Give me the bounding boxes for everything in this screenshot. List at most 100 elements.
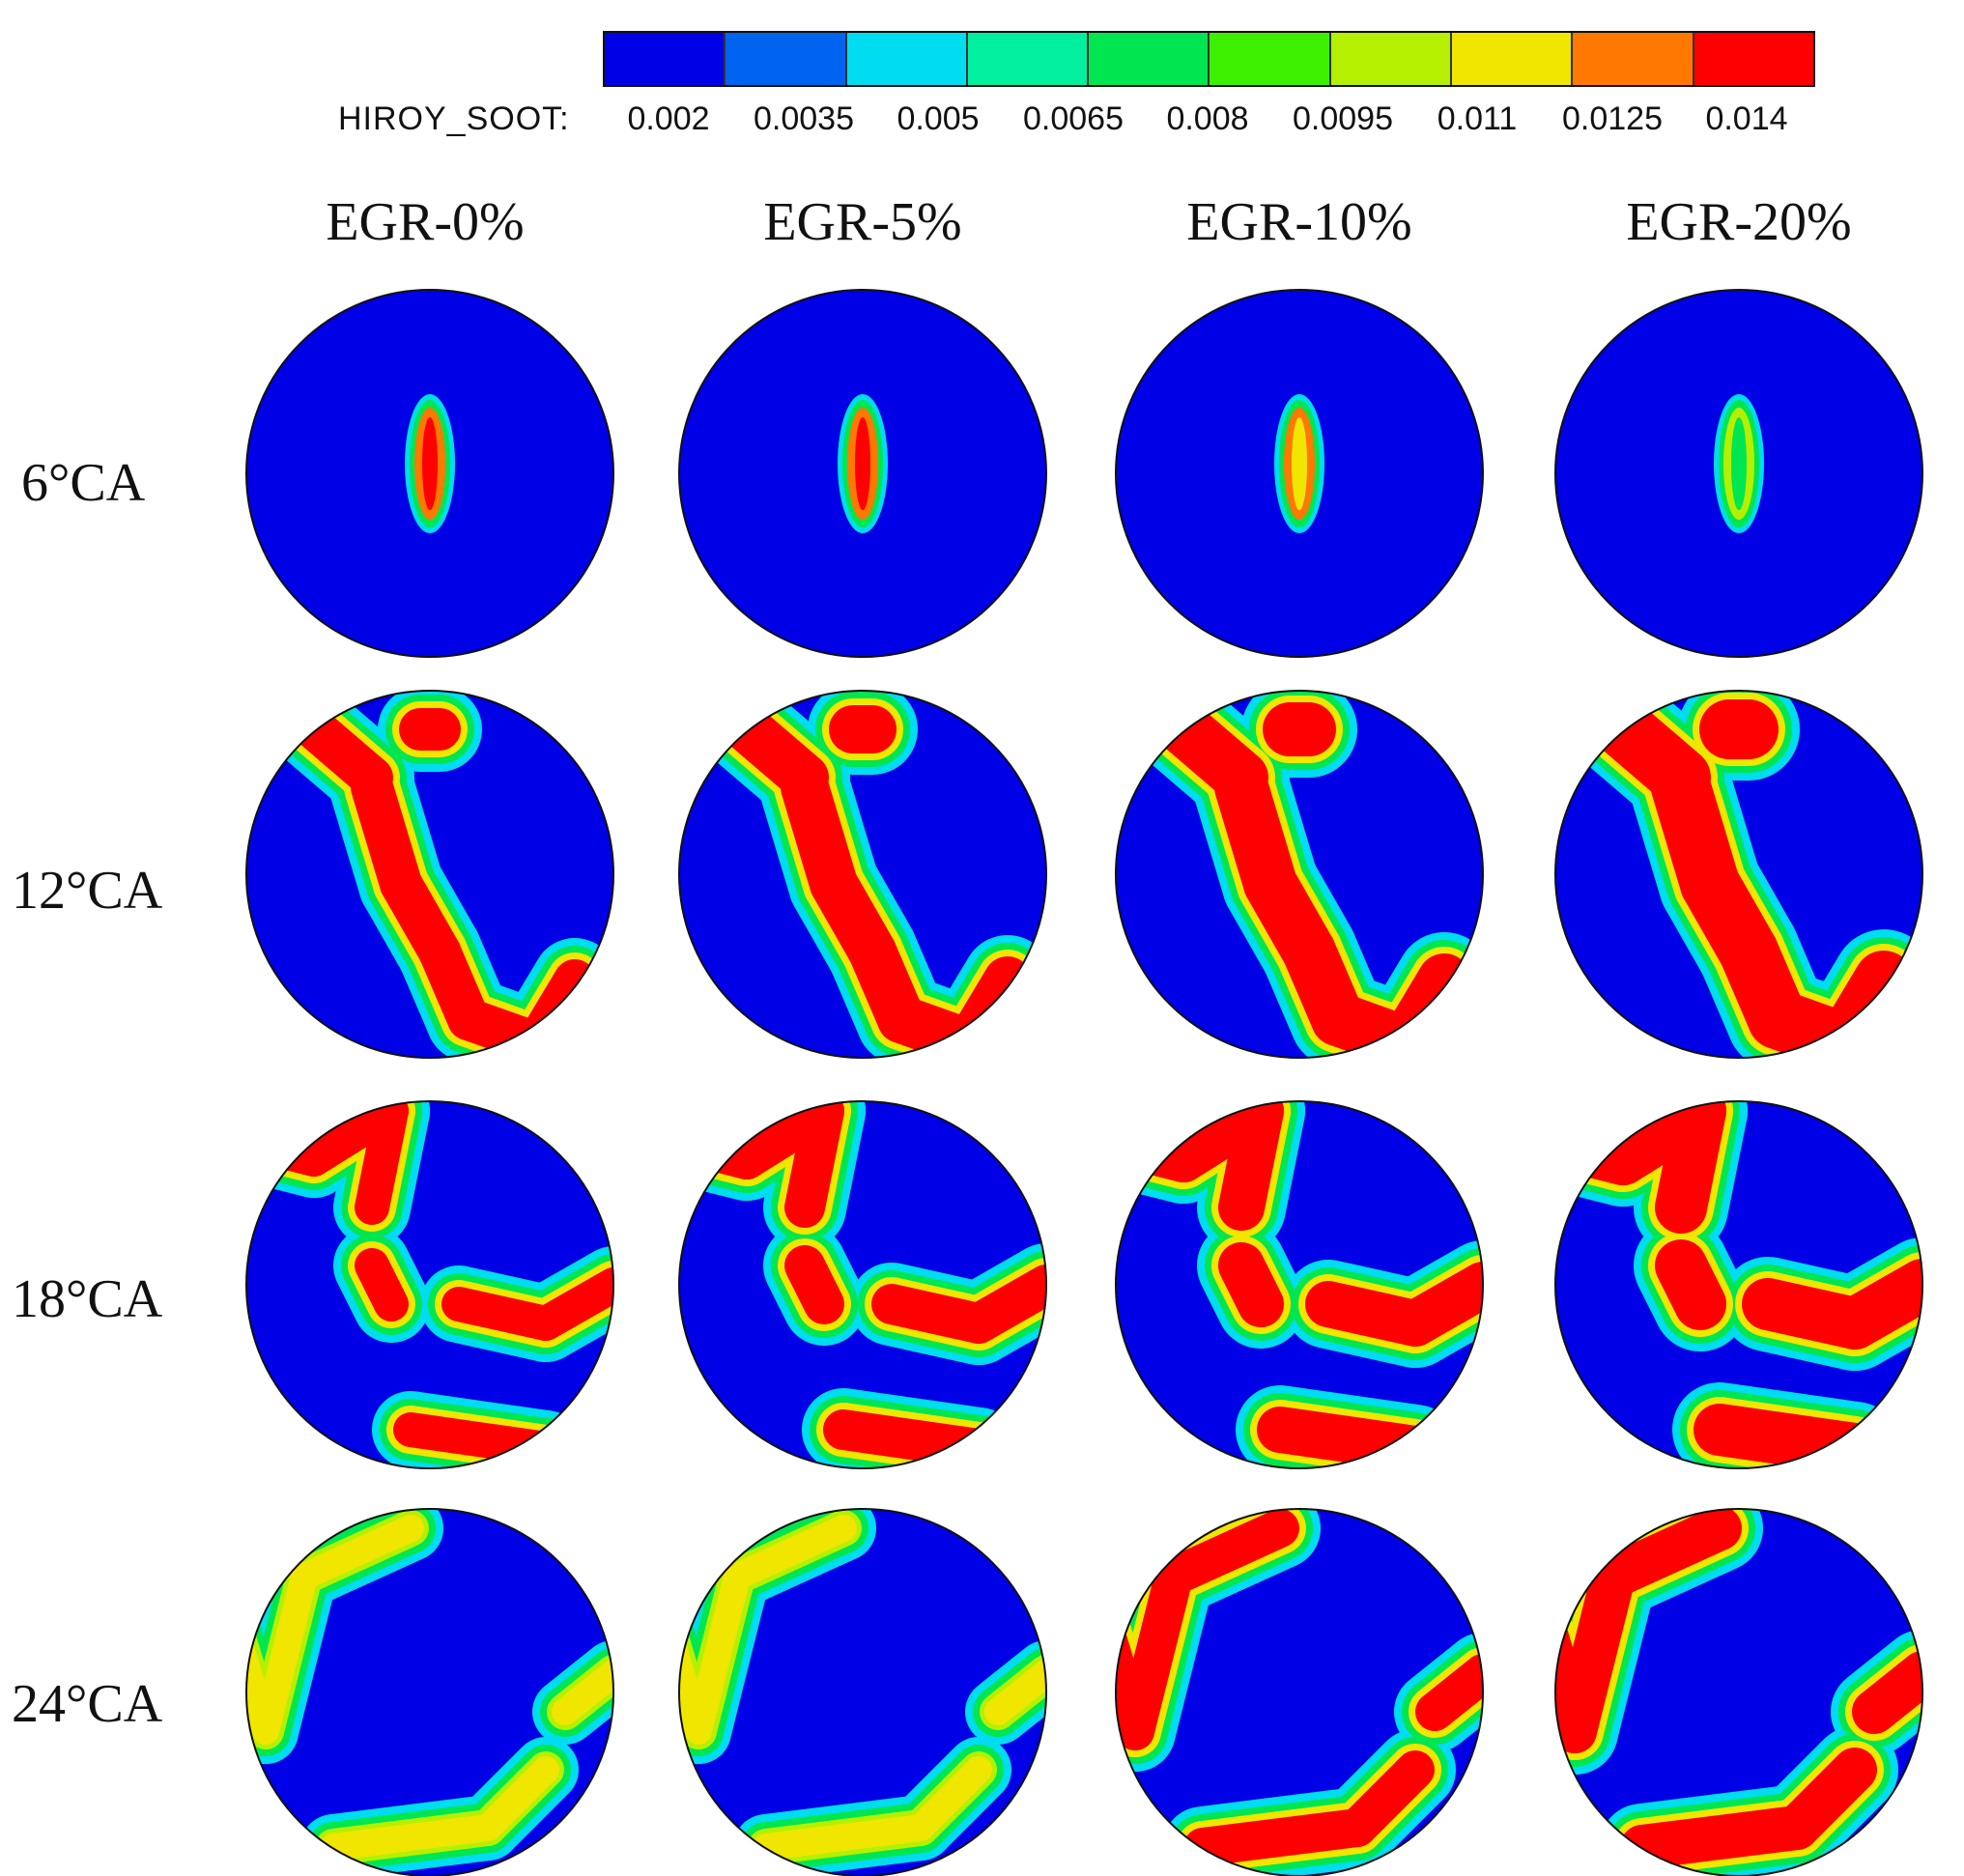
soot-region (1655, 1101, 1726, 1234)
soot-region (320, 1814, 501, 1861)
cylinder-outline (678, 289, 1047, 658)
soot-region (291, 1515, 424, 1590)
cylinder-outline (1115, 690, 1484, 1059)
row-header-6ca: 6°CA (21, 453, 146, 513)
soot-region (1392, 1262, 1483, 1347)
contour-plot-r1-c1 (678, 690, 1047, 1059)
colorbar-segment-8 (1452, 33, 1574, 85)
contour-plot-r0-c0 (245, 289, 614, 658)
contour-plot-r3-c2 (1115, 1508, 1484, 1876)
contour-plot-r2-c3 (1554, 1100, 1923, 1469)
colorbar-segment-3 (846, 33, 968, 85)
colorbar-variable-label: HIROY_SOOT: (338, 100, 570, 137)
cylinder-outline (1554, 1100, 1923, 1469)
contour-plot-r1-c0 (245, 690, 614, 1059)
cylinder-outline (1115, 289, 1484, 658)
soot-region (1591, 1509, 1742, 1599)
column-header-egr-10: EGR-10% (1186, 192, 1412, 252)
contour-plot-r0-c2 (1115, 289, 1484, 658)
soot-region (528, 1267, 613, 1341)
contour-plot-r1-c3 (1554, 690, 1923, 1059)
cylinder-outline (245, 690, 614, 1059)
soot-region (1731, 417, 1747, 510)
colorbar-tick-label: 0.008 (1166, 100, 1249, 137)
cylinder-outline (1115, 1100, 1484, 1469)
soot-region (1829, 1259, 1922, 1350)
cylinder-outline (245, 289, 614, 658)
soot-region (823, 1409, 999, 1468)
contour-plot-r3-c0 (245, 1508, 614, 1876)
soot-region (1694, 1404, 1881, 1468)
contour-plot-r3-c1 (678, 1508, 1047, 1876)
soot-region (753, 1814, 934, 1861)
soot-region (1620, 1805, 1819, 1869)
colorbar-tick-label: 0.0065 (1023, 100, 1124, 137)
soot-region (784, 1101, 844, 1228)
soot-region (422, 417, 438, 510)
colorbar-segment-2 (726, 33, 847, 85)
colorbar-segment-4 (967, 33, 1090, 85)
column-header-egr-20: EGR-20% (1626, 192, 1852, 252)
soot-region (1292, 417, 1307, 510)
soot-region (1257, 1407, 1438, 1468)
colorbar-segment-9 (1573, 33, 1694, 85)
contour-plot-r2-c1 (678, 1100, 1047, 1469)
colorbar-tick-label: 0.0125 (1562, 100, 1663, 137)
colorbar-segment-6 (1210, 33, 1331, 85)
cylinder-outline (245, 1100, 614, 1469)
soot-region (685, 1563, 751, 1745)
contour-plot-r3-c3 (1554, 1508, 1923, 1876)
soot-region (1183, 1808, 1377, 1866)
cylinder-outline (245, 1508, 614, 1876)
contour-plot-r0-c3 (1554, 289, 1923, 658)
soot-region (474, 1756, 559, 1841)
colorbar-segment-1 (605, 33, 726, 85)
soot-region (252, 1563, 318, 1745)
colorbar-tick-label: 0.014 (1705, 100, 1788, 137)
cylinder-outline (1554, 1508, 1923, 1876)
colorbar-tick-label: 0.0095 (1293, 100, 1393, 137)
soot-region (784, 1245, 844, 1324)
soot-region (1218, 1242, 1284, 1327)
colorbar-segment-5 (1089, 33, 1210, 85)
soot-region (855, 417, 870, 510)
soot-region (355, 1248, 409, 1322)
colorbar-tick-label: 0.0035 (754, 100, 854, 137)
colorbar (603, 31, 1815, 87)
row-header-24ca: 24°CA (12, 1674, 163, 1734)
cylinder-outline (1554, 690, 1923, 1059)
row-header-18ca: 18°CA (12, 1269, 163, 1329)
soot-region (1655, 1239, 1726, 1330)
soot-region (1852, 1651, 1922, 1734)
row-header-12ca: 12°CA (12, 861, 163, 921)
colorbar-tick-label: 0.005 (897, 100, 980, 137)
cylinder-outline (678, 690, 1047, 1059)
soot-region (1555, 1554, 1636, 1753)
soot-region (1218, 1101, 1284, 1231)
contour-plot-r1-c2 (1115, 690, 1484, 1059)
column-header-egr-5: EGR-5% (763, 192, 962, 252)
soot-region (958, 1265, 1046, 1344)
colorbar-tick-label: 0.011 (1437, 100, 1518, 137)
contour-plot-r2-c2 (1115, 1100, 1484, 1469)
cylinder-outline (678, 1508, 1047, 1876)
soot-region (1415, 1654, 1483, 1731)
colorbar-tick-label: 0.002 (627, 100, 710, 137)
contour-plot-r0-c1 (678, 289, 1047, 658)
soot-region (552, 1660, 613, 1725)
colorbar-segment-10 (1694, 33, 1813, 85)
cylinder-outline (1115, 1508, 1484, 1876)
cylinder-outline (678, 1100, 1047, 1469)
colorbar-segment-7 (1330, 33, 1453, 85)
soot-region (1116, 1557, 1193, 1750)
contour-plot-r2-c0 (245, 1100, 614, 1469)
soot-region (984, 1660, 1046, 1725)
soot-region (724, 1515, 857, 1590)
column-header-egr-0: EGR-0% (326, 192, 525, 252)
soot-region (907, 1756, 992, 1841)
soot-region (1154, 1509, 1299, 1596)
cylinder-outline (1554, 289, 1923, 658)
soot-region (355, 1101, 409, 1225)
